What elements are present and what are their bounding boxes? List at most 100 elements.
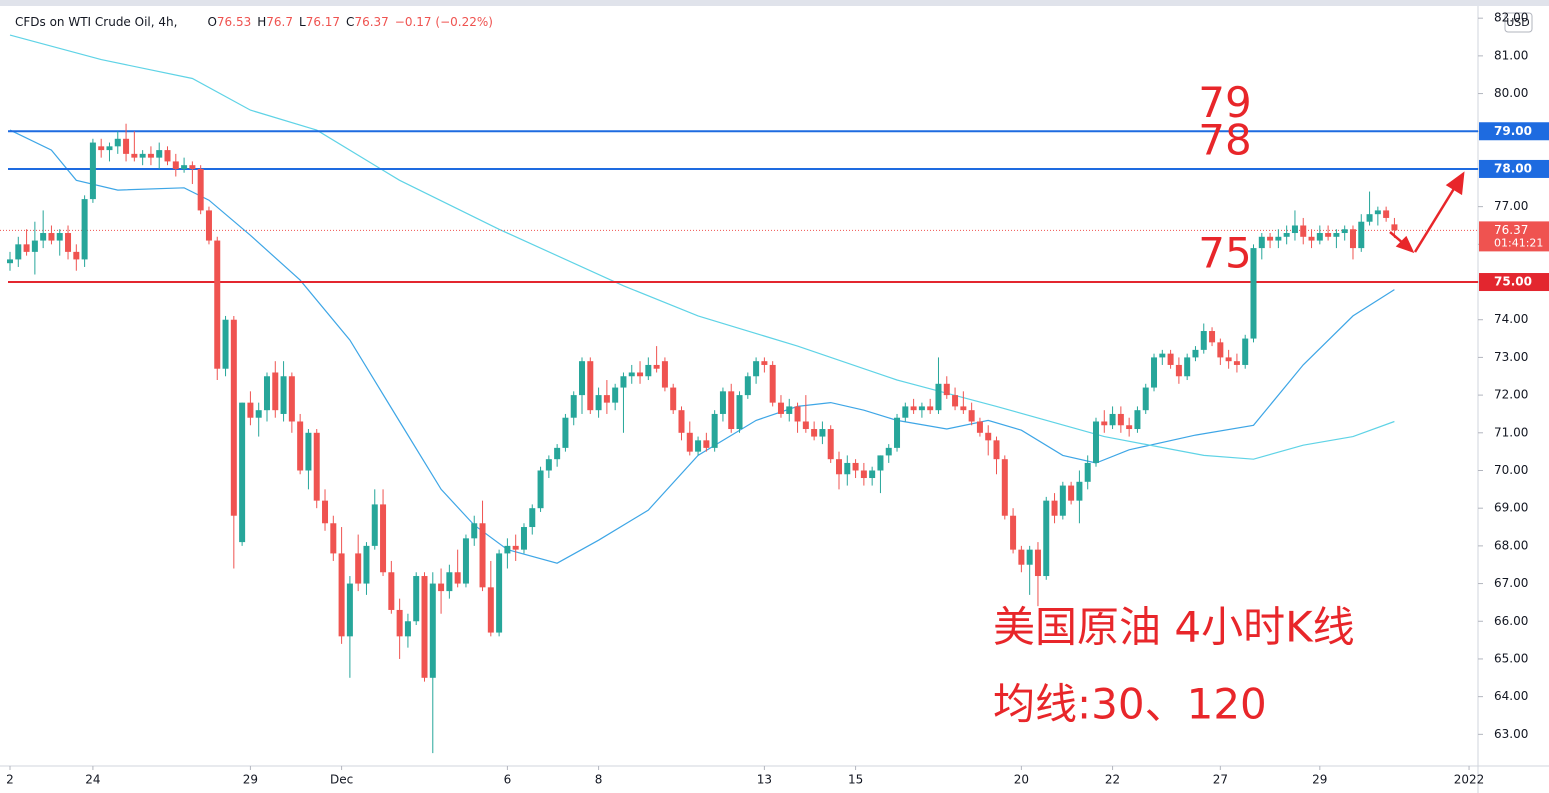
x-tick-label: 6	[504, 773, 512, 787]
candle-body	[985, 432, 992, 441]
candle-body	[1275, 236, 1282, 241]
candle-body	[918, 406, 925, 411]
candle-body	[1109, 413, 1116, 426]
candle-body	[89, 142, 96, 200]
candle-body	[670, 387, 677, 411]
candle-body	[554, 447, 561, 460]
x-tick-label: 15	[848, 773, 863, 787]
candle-body	[852, 462, 859, 471]
ohlc-value: 76.7	[266, 15, 293, 29]
candle-body	[943, 383, 950, 396]
y-tick-label: 77.00	[1494, 199, 1528, 213]
candle-body	[562, 417, 569, 448]
change: −0.17 (−0.22%)	[395, 15, 493, 29]
candle-body	[496, 553, 503, 633]
candle-body	[952, 395, 959, 407]
candle-body	[603, 395, 610, 403]
candle-body	[960, 406, 967, 411]
candle-body	[1192, 349, 1199, 358]
candle-body	[23, 244, 30, 252]
candle-body	[172, 161, 179, 169]
x-tick-label: 29	[243, 773, 258, 787]
candle-body	[239, 402, 246, 543]
price-tag	[1479, 122, 1549, 141]
candle-body	[1200, 331, 1207, 350]
price-tag-label: 76.37	[1494, 223, 1528, 237]
candle-body	[404, 621, 411, 637]
x-tick-label: 27	[1213, 773, 1228, 787]
candle-body	[777, 402, 784, 414]
ohlc-value: 76.37	[354, 15, 388, 29]
candle-body	[1349, 229, 1356, 249]
candle-body	[123, 138, 130, 154]
candle-body	[1059, 485, 1066, 516]
candle-body	[976, 421, 983, 433]
candle-body	[885, 447, 892, 456]
x-tick-label: 2	[6, 773, 14, 787]
candle-body	[214, 240, 221, 369]
currency: USD	[1506, 16, 1530, 29]
candle-body	[164, 150, 171, 162]
candle-body	[1018, 549, 1025, 565]
y-tick-label: 72.00	[1494, 388, 1528, 402]
candle-body	[736, 395, 743, 430]
candle-body	[1092, 421, 1099, 463]
y-tick-label: 74.00	[1494, 312, 1528, 326]
candle-body	[388, 572, 395, 610]
candle-body	[471, 523, 478, 539]
level-note: 79	[1198, 78, 1251, 127]
candle-body	[114, 138, 121, 147]
y-tick-label: 70.00	[1494, 463, 1528, 477]
candle-body	[1010, 515, 1017, 550]
candle-body	[1383, 210, 1390, 218]
candle-body	[1175, 364, 1182, 377]
candle-body	[1341, 229, 1348, 234]
level-note: 75	[1198, 229, 1251, 278]
candle-body	[719, 391, 726, 414]
currency-box	[1504, 12, 1533, 33]
candle-body	[7, 259, 13, 264]
candle-body	[1325, 233, 1332, 237]
candle-body	[139, 153, 146, 158]
plot-area	[0, 34, 1478, 754]
x-tick-label: 22	[1105, 773, 1120, 787]
candle-body	[56, 233, 63, 241]
ohlc-key: C	[346, 15, 354, 29]
candle-body	[330, 523, 337, 554]
candle-body	[230, 319, 237, 516]
candle-body	[297, 421, 304, 471]
candle-body	[73, 251, 80, 260]
candle-body	[827, 429, 834, 460]
candle-body	[529, 508, 536, 528]
candle-body	[272, 372, 279, 411]
candle-body	[446, 572, 453, 592]
candle-body	[595, 395, 602, 411]
candle-body	[811, 429, 818, 437]
candle-body	[860, 470, 867, 479]
candle-body	[205, 210, 212, 241]
candle-body	[653, 364, 660, 369]
y-tick-label: 68.00	[1494, 538, 1528, 552]
candle-body	[587, 361, 594, 411]
candle-body	[1267, 236, 1274, 241]
candle-body	[570, 395, 577, 418]
candle-body	[438, 583, 445, 592]
candle-body	[15, 244, 22, 260]
y-tick-label: 73.00	[1494, 350, 1528, 364]
candle-body	[48, 233, 55, 241]
candle-body	[1225, 357, 1232, 362]
ohlc-key: O	[207, 15, 216, 29]
x-tick-label: Dec	[330, 773, 353, 787]
candle-body	[1258, 236, 1265, 249]
candle-body	[313, 432, 320, 501]
annotation: 均线:30、120	[993, 680, 1267, 729]
y-tick-label: 66.00	[1494, 614, 1528, 628]
candle-body	[612, 387, 619, 403]
candle-body	[305, 432, 312, 471]
candle-body	[1391, 224, 1398, 231]
candle-body	[1068, 485, 1075, 501]
candle-body	[1316, 233, 1323, 241]
candle-body	[1217, 342, 1224, 358]
candle-body	[1026, 549, 1033, 565]
candle-body	[263, 376, 270, 411]
